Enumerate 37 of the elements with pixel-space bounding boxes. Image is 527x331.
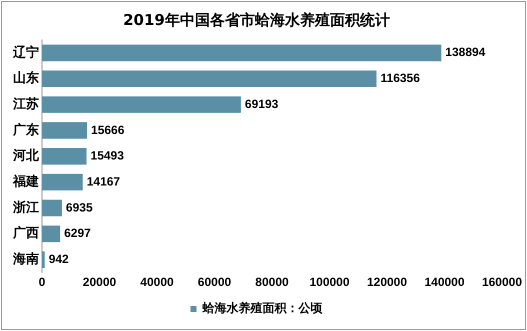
x-tick-label: 160000 [482,275,522,290]
x-tick-label: 100000 [309,275,350,290]
data-label: 6297 [64,226,92,240]
y-tick-label: 广西 [12,225,39,242]
x-tick-label: 120000 [366,275,408,290]
y-tick-label: 海南 [12,252,39,268]
y-tick-label: 江苏 [12,96,39,112]
bar [42,174,83,190]
x-tick-label: 80000 [255,275,289,290]
bar [42,200,62,216]
y-tick-label: 福建 [12,174,39,190]
y-tick-label: 广东 [12,122,39,138]
bar [42,148,87,165]
bar [42,122,88,139]
data-label: 942 [48,252,70,266]
x-tick-label: 0 [38,275,46,290]
x-tick-label: 20000 [82,275,117,290]
bar [42,251,45,268]
x-tick-label: 60000 [198,275,232,290]
bar [42,70,377,88]
bar [42,96,241,113]
data-label: 15666 [91,122,125,137]
y-tick-label: 浙江 [12,200,39,216]
chart-title: 2019年中国各省市蛤海水养殖面积统计 [123,10,390,29]
y-tick-label: 辽宁 [12,44,39,60]
data-label: 14167 [86,174,120,188]
data-label: 69193 [244,96,279,111]
x-tick-label: 40000 [140,275,174,290]
data-label: 6935 [66,200,93,214]
data-label: 116356 [380,71,420,86]
bar [42,44,442,62]
x-tick-label: 140000 [424,275,465,290]
bar [42,226,60,242]
y-tick-label: 河北 [12,148,40,164]
data-label: 138894 [445,45,486,60]
y-tick-label: 山东 [13,70,39,86]
data-label: 15493 [90,148,124,163]
